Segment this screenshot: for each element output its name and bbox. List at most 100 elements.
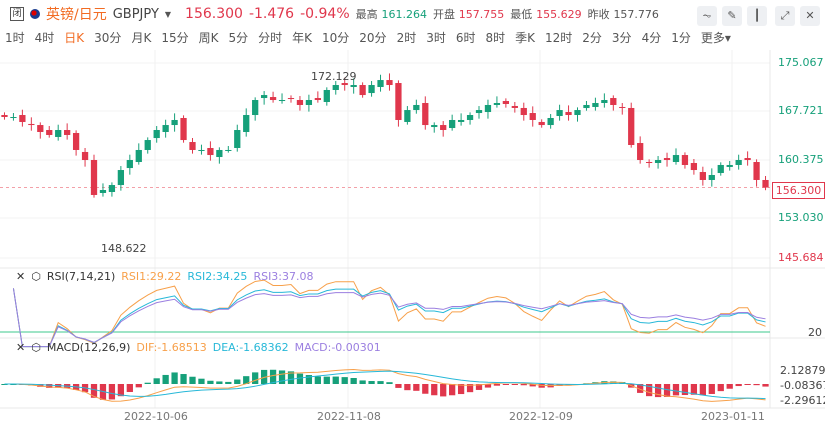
- last-price: 156.300: [185, 6, 243, 22]
- period-tab[interactable]: 周K: [198, 31, 219, 45]
- macd-bar: [422, 384, 429, 394]
- period-tab[interactable]: 月K: [131, 31, 152, 45]
- candle-body: [287, 98, 295, 100]
- candle-body: [46, 130, 53, 135]
- candle-body: [350, 85, 357, 88]
- open-label: 开盘: [432, 8, 455, 21]
- candle-body: [341, 83, 348, 86]
- period-tab[interactable]: 3时: [426, 31, 446, 45]
- period-tab[interactable]: 10分: [322, 31, 350, 45]
- settings-icon[interactable]: ⬡: [31, 341, 41, 354]
- instrument-name: 英镑/日元: [46, 7, 107, 23]
- period-tab[interactable]: 1时: [5, 31, 25, 45]
- low-label: 最低: [510, 8, 533, 21]
- settings-icon[interactable]: ⬡: [31, 270, 41, 283]
- period-tab[interactable]: 30分: [94, 31, 122, 45]
- period-tab[interactable]: 日K: [64, 31, 85, 45]
- candle-icon[interactable]: ┃: [747, 6, 767, 26]
- period-tab[interactable]: 3分: [611, 31, 632, 45]
- period-tab[interactable]: 2时: [396, 31, 417, 45]
- macd-bar: [529, 384, 536, 387]
- period-tab[interactable]: 12时: [545, 31, 573, 45]
- candle-body: [574, 110, 581, 116]
- candle-body: [189, 142, 196, 150]
- macd-bar: [654, 384, 662, 398]
- macd-bar: [162, 374, 169, 384]
- min-price-label: 148.622: [101, 242, 147, 255]
- candle-body: [10, 117, 17, 119]
- macd-bar: [431, 384, 438, 396]
- candle-body: [162, 125, 169, 132]
- line-chart-icon[interactable]: ⏦: [697, 6, 717, 26]
- close-icon[interactable]: ✕: [800, 6, 820, 26]
- y-tick: 153.030: [778, 211, 824, 224]
- candle-body: [645, 161, 653, 163]
- rsi3-value: RSI3:37.08: [253, 270, 314, 283]
- period-tab[interactable]: 5分: [228, 31, 249, 45]
- candle-body: [198, 149, 205, 151]
- macd-bar: [735, 384, 742, 387]
- period-tab[interactable]: 6时: [455, 31, 476, 45]
- candle-body: [466, 115, 474, 120]
- close-icon[interactable]: ✕: [16, 341, 26, 354]
- period-tab[interactable]: 1分: [671, 31, 691, 45]
- candle-body: [135, 149, 142, 162]
- macd-bar: [637, 384, 644, 393]
- macd-bar: [278, 370, 286, 384]
- period-tab[interactable]: 年K: [292, 31, 312, 45]
- date-label: 2022-11-08: [317, 410, 381, 423]
- macd-tick: -2.29612: [780, 394, 825, 407]
- candle-body: [654, 160, 662, 163]
- close-icon[interactable]: ✕: [16, 270, 26, 283]
- macd-bar: [216, 381, 223, 384]
- macd-bar: [457, 384, 465, 395]
- candle-body: [511, 105, 518, 108]
- candle-body: [592, 102, 599, 107]
- period-tab[interactable]: 8时: [485, 31, 506, 45]
- y-tick: 160.375: [778, 153, 824, 166]
- candle-body: [377, 80, 384, 88]
- candle-body: [475, 110, 483, 114]
- macd-bar: [726, 384, 733, 389]
- candle-body: [64, 130, 71, 135]
- candle-body: [628, 107, 635, 146]
- high-value: 161.264: [381, 8, 427, 21]
- macd-bar: [762, 384, 769, 387]
- candle-body: [153, 130, 160, 139]
- candle-body: [144, 140, 151, 150]
- period-tab[interactable]: 4分: [641, 31, 662, 45]
- candle-body: [252, 100, 259, 116]
- candle-body: [565, 112, 572, 116]
- candle-body: [762, 179, 769, 188]
- dif-value: DIF:-1.68513: [136, 341, 207, 354]
- period-tab[interactable]: 20分: [359, 31, 387, 45]
- expand-icon[interactable]: ⤢: [775, 6, 795, 26]
- macd-bar: [672, 384, 680, 396]
- rsi-legend: ✕ ⬡ RSI(7,14,21) RSI1:29.22 RSI2:34.25 RS…: [16, 270, 314, 283]
- candle-body: [28, 123, 35, 126]
- period-tab[interactable]: 分时: [258, 31, 283, 45]
- draw-icon[interactable]: ✎: [722, 6, 742, 26]
- chevron-down-icon[interactable]: ▼: [164, 9, 172, 19]
- macd-bar: [359, 380, 366, 384]
- macd-bar: [117, 384, 125, 397]
- macd-bar: [645, 384, 653, 397]
- period-tab[interactable]: 2分: [582, 31, 602, 45]
- macd-bar: [314, 376, 321, 384]
- macd-bar: [108, 384, 116, 400]
- macd-bar: [413, 384, 420, 391]
- period-tab[interactable]: 更多▾: [700, 31, 731, 45]
- period-tab[interactable]: 4时: [34, 31, 55, 45]
- low-value: 155.629: [536, 8, 582, 21]
- macd-bar: [341, 377, 348, 384]
- symbol-selector[interactable]: GBPJPY: [112, 6, 159, 22]
- period-tab[interactable]: 季K: [515, 31, 535, 45]
- candle-body: [1, 115, 8, 118]
- candle-body: [502, 101, 510, 104]
- macd-bar: [332, 376, 339, 384]
- candle-body: [529, 113, 536, 120]
- candle-body: [547, 117, 554, 126]
- macd-bar: [690, 384, 698, 395]
- period-tab[interactable]: 15分: [161, 31, 189, 45]
